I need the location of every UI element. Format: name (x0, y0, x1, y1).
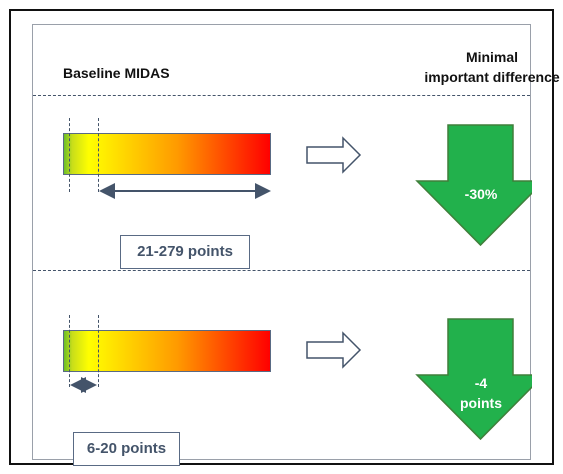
range-label-box-2: 6-20 points (73, 432, 180, 466)
row-divider-top (33, 95, 530, 96)
row-divider-middle (33, 270, 530, 271)
range-marker-2b (98, 315, 99, 387)
range-marker-1a (69, 118, 70, 192)
right-outline-arrow-icon (306, 136, 362, 174)
right-outline-arrow-icon (306, 331, 362, 369)
difference-label-2-line1: -4 (474, 375, 488, 391)
mid-header-line2: important difference (424, 69, 560, 85)
range-label-box-1: 21-279 points (120, 235, 250, 269)
mid-header-line1: Minimal (465, 49, 519, 65)
baseline-header: Baseline MIDAS (63, 65, 170, 81)
midas-gradient-bar-1 (63, 133, 271, 175)
down-block-arrow-icon (415, 124, 532, 247)
difference-label-2-line2: points (460, 395, 502, 411)
diagram-panel: Baseline MIDAS Minimal important differe… (32, 24, 560, 466)
difference-label-1: -30% (464, 186, 498, 202)
difference-label-2: -4 points (431, 373, 531, 413)
mid-header: Minimal important difference (392, 47, 563, 87)
range-marker-1b (98, 118, 99, 192)
range-marker-2a (69, 315, 70, 387)
diagram-shapes (70, 124, 532, 441)
down-block-arrow-icon (415, 318, 532, 441)
midas-gradient-bar-2 (63, 330, 271, 372)
